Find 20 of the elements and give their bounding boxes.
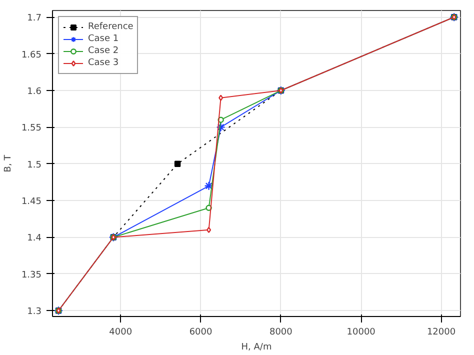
x-tick-label: 10000 bbox=[346, 328, 376, 338]
legend-label: Case 3 bbox=[88, 57, 119, 69]
legend-label: Case 1 bbox=[88, 33, 119, 45]
y-tick-label: 1.45 bbox=[21, 197, 42, 208]
y-axis-title: B, T bbox=[3, 154, 14, 172]
legend-label: Case 2 bbox=[88, 45, 119, 57]
legend-label: Reference bbox=[88, 21, 134, 33]
y-tick-label: 1.55 bbox=[21, 124, 42, 134]
y-tick-label: 1.5 bbox=[27, 160, 42, 170]
y-tick-label: 1.7 bbox=[27, 14, 42, 24]
x-tick-label: 4000 bbox=[109, 328, 132, 338]
y-tick-label: 1.35 bbox=[21, 270, 42, 280]
x-tick-label: 8000 bbox=[269, 328, 293, 338]
x-axis-title: H, A/m bbox=[241, 342, 272, 352]
y-tick-label: 1.4 bbox=[27, 234, 42, 244]
x-tick-label: 12000 bbox=[426, 328, 456, 338]
y-tick-label: 1.3 bbox=[27, 307, 42, 318]
y-tick-label: 1.6 bbox=[27, 86, 42, 97]
y-tick-label: 1.65 bbox=[21, 50, 42, 60]
x-tick-label: 6000 bbox=[189, 328, 213, 338]
